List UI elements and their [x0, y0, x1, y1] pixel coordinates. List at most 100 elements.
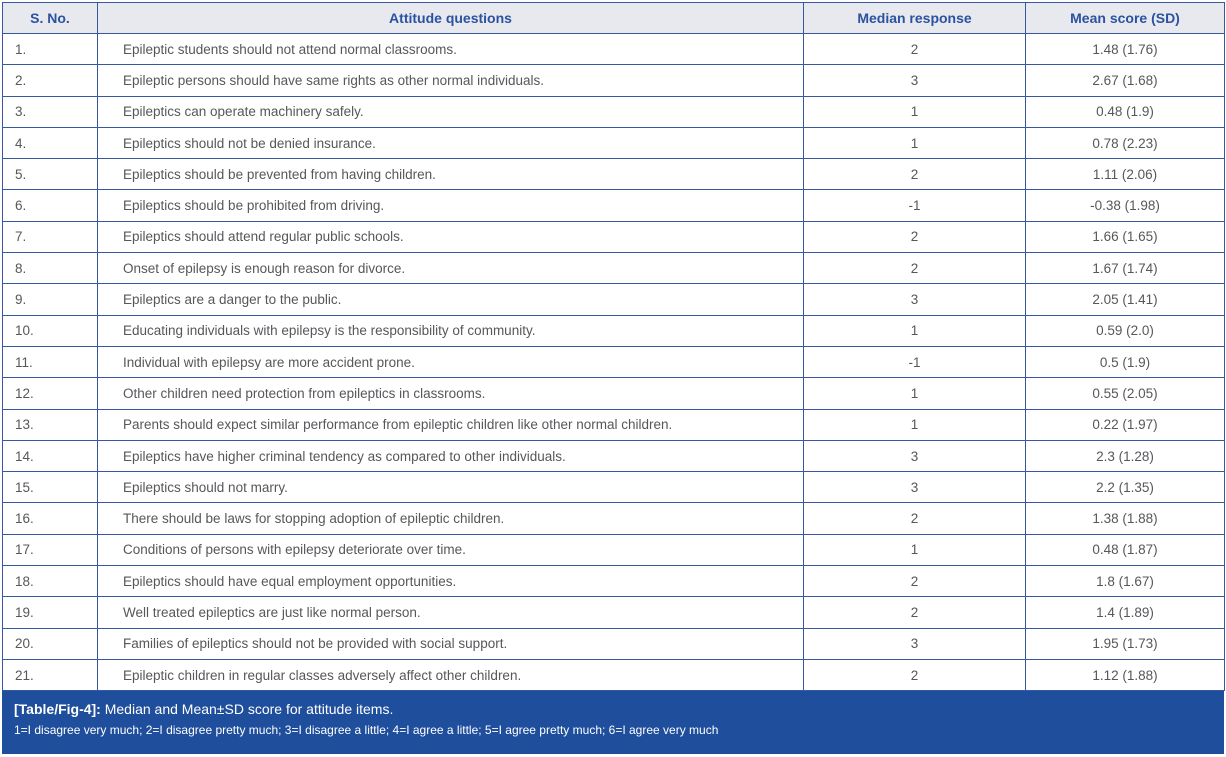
row-median: 2	[803, 596, 1026, 629]
row-sno: 11.	[2, 345, 98, 379]
row-sno: 6.	[2, 189, 98, 222]
row-sno: 18.	[2, 565, 98, 598]
row-question: Epileptic persons should have same right…	[97, 64, 804, 97]
row-question: Conditions of persons with epilepsy dete…	[97, 533, 804, 567]
table-row: 21. Epileptic children in regular classe…	[2, 658, 1225, 692]
row-median: 1	[803, 126, 1026, 160]
row-sno: 10.	[2, 314, 98, 347]
row-mean: 2.3 (1.28)	[1025, 439, 1225, 473]
header-row: S. No. Attitude questions Median respons…	[2, 2, 1225, 34]
row-median: 1	[803, 314, 1026, 347]
row-median: 3	[803, 627, 1026, 660]
table-row: 12. Other children need protection from …	[2, 377, 1225, 410]
row-sno: 4.	[2, 126, 98, 160]
row-mean: 2.67 (1.68)	[1025, 64, 1225, 97]
table-row: 7. Epileptics should attend regular publ…	[2, 220, 1225, 254]
row-sno: 20.	[2, 627, 98, 660]
row-sno: 14.	[2, 439, 98, 473]
table-row: 3. Epileptics can operate machinery safe…	[2, 95, 1225, 128]
row-question: There should be laws for stopping adopti…	[97, 502, 804, 535]
table-row: 11. Individual with epilepsy are more ac…	[2, 345, 1225, 379]
row-mean: 2.05 (1.41)	[1025, 283, 1225, 316]
header-mean-score: Mean score (SD)	[1025, 2, 1225, 34]
row-mean: 1.38 (1.88)	[1025, 502, 1225, 535]
row-question: Well treated epileptics are just like no…	[97, 596, 804, 629]
row-question: Epileptics should have equal employment …	[97, 565, 804, 598]
table-row: 20. Families of epileptics should not be…	[2, 627, 1225, 660]
table-row: 14. Epileptics have higher criminal tend…	[2, 439, 1225, 473]
row-sno: 15.	[2, 471, 98, 504]
table-caption-footnote: 1=I disagree very much; 2=I disagree pre…	[14, 723, 719, 738]
header-sno: S. No.	[2, 2, 98, 34]
row-mean: 1.8 (1.67)	[1025, 565, 1225, 598]
table-caption-bar: [Table/Fig-4]: Median and Mean±SD score …	[2, 691, 1224, 755]
row-median: 3	[803, 64, 1026, 97]
row-sno: 5.	[2, 158, 98, 191]
table-row: 1. Epileptic students should not attend …	[2, 32, 1225, 66]
row-sno: 17.	[2, 533, 98, 567]
row-sno: 9.	[2, 283, 98, 316]
row-question: Educating individuals with epilepsy is t…	[97, 314, 804, 347]
row-median: 1	[803, 408, 1026, 441]
table-caption-label: [Table/Fig-4]:	[14, 701, 101, 718]
row-sno: 1.	[2, 32, 98, 66]
row-question: Other children need protection from epil…	[97, 377, 804, 410]
row-question: Epileptics should not marry.	[97, 471, 804, 504]
row-mean: 2.2 (1.35)	[1025, 471, 1225, 504]
row-mean: 0.59 (2.0)	[1025, 314, 1225, 347]
table-body: 1. Epileptic students should not attend …	[2, 32, 1225, 692]
table-row: 19. Well treated epileptics are just lik…	[2, 596, 1225, 629]
row-question: Epileptic students should not attend nor…	[97, 32, 804, 66]
row-median: 2	[803, 252, 1026, 285]
table-row: 17. Conditions of persons with epilepsy …	[2, 533, 1225, 567]
row-sno: 7.	[2, 220, 98, 254]
row-mean: -0.38 (1.98)	[1025, 189, 1225, 222]
row-mean: 0.48 (1.9)	[1025, 95, 1225, 128]
row-median: 1	[803, 533, 1026, 567]
row-mean: 0.55 (2.05)	[1025, 377, 1225, 410]
row-mean: 1.12 (1.88)	[1025, 658, 1225, 692]
table-row: 6. Epileptics should be prohibited from …	[2, 189, 1225, 222]
row-mean: 1.66 (1.65)	[1025, 220, 1225, 254]
table-row: 8. Onset of epilepsy is enough reason fo…	[2, 252, 1225, 285]
table-row: 16. There should be laws for stopping ad…	[2, 502, 1225, 535]
row-median: 2	[803, 502, 1026, 535]
row-question: Onset of epilepsy is enough reason for d…	[97, 252, 804, 285]
row-question: Epileptic children in regular classes ad…	[97, 658, 804, 692]
row-sno: 12.	[2, 377, 98, 410]
table-row: 4. Epileptics should not be denied insur…	[2, 126, 1225, 160]
row-question: Parents should expect similar performanc…	[97, 408, 804, 441]
header-questions: Attitude questions	[97, 2, 804, 34]
row-median: 2	[803, 220, 1026, 254]
row-sno: 21.	[2, 658, 98, 692]
table-row: 10. Educating individuals with epilepsy …	[2, 314, 1225, 347]
header-median-response: Median response	[803, 2, 1026, 34]
table-row: 18. Epileptics should have equal employm…	[2, 565, 1225, 598]
table-row: 2. Epileptic persons should have same ri…	[2, 64, 1225, 97]
table-row: 5. Epileptics should be prevented from h…	[2, 158, 1225, 191]
row-sno: 16.	[2, 502, 98, 535]
row-median: 2	[803, 658, 1026, 692]
row-mean: 0.22 (1.97)	[1025, 408, 1225, 441]
row-median: 2	[803, 565, 1026, 598]
row-mean: 0.48 (1.87)	[1025, 533, 1225, 567]
row-median: 2	[803, 158, 1026, 191]
row-median: 2	[803, 32, 1026, 66]
row-question: Epileptics have higher criminal tendency…	[97, 439, 804, 473]
row-question: Epileptics should attend regular public …	[97, 220, 804, 254]
row-median: -1	[803, 345, 1026, 379]
row-mean: 1.48 (1.76)	[1025, 32, 1225, 66]
table-row: 13. Parents should expect similar perfor…	[2, 408, 1225, 441]
row-question: Individual with epilepsy are more accide…	[97, 345, 804, 379]
table-caption-line: [Table/Fig-4]: Median and Mean±SD score …	[14, 700, 1212, 719]
row-sno: 2.	[2, 64, 98, 97]
row-mean: 1.95 (1.73)	[1025, 627, 1225, 660]
row-sno: 19.	[2, 596, 98, 629]
row-sno: 3.	[2, 95, 98, 128]
row-sno: 13.	[2, 408, 98, 441]
row-mean: 1.11 (2.06)	[1025, 158, 1225, 191]
row-median: -1	[803, 189, 1026, 222]
row-median: 3	[803, 283, 1026, 316]
